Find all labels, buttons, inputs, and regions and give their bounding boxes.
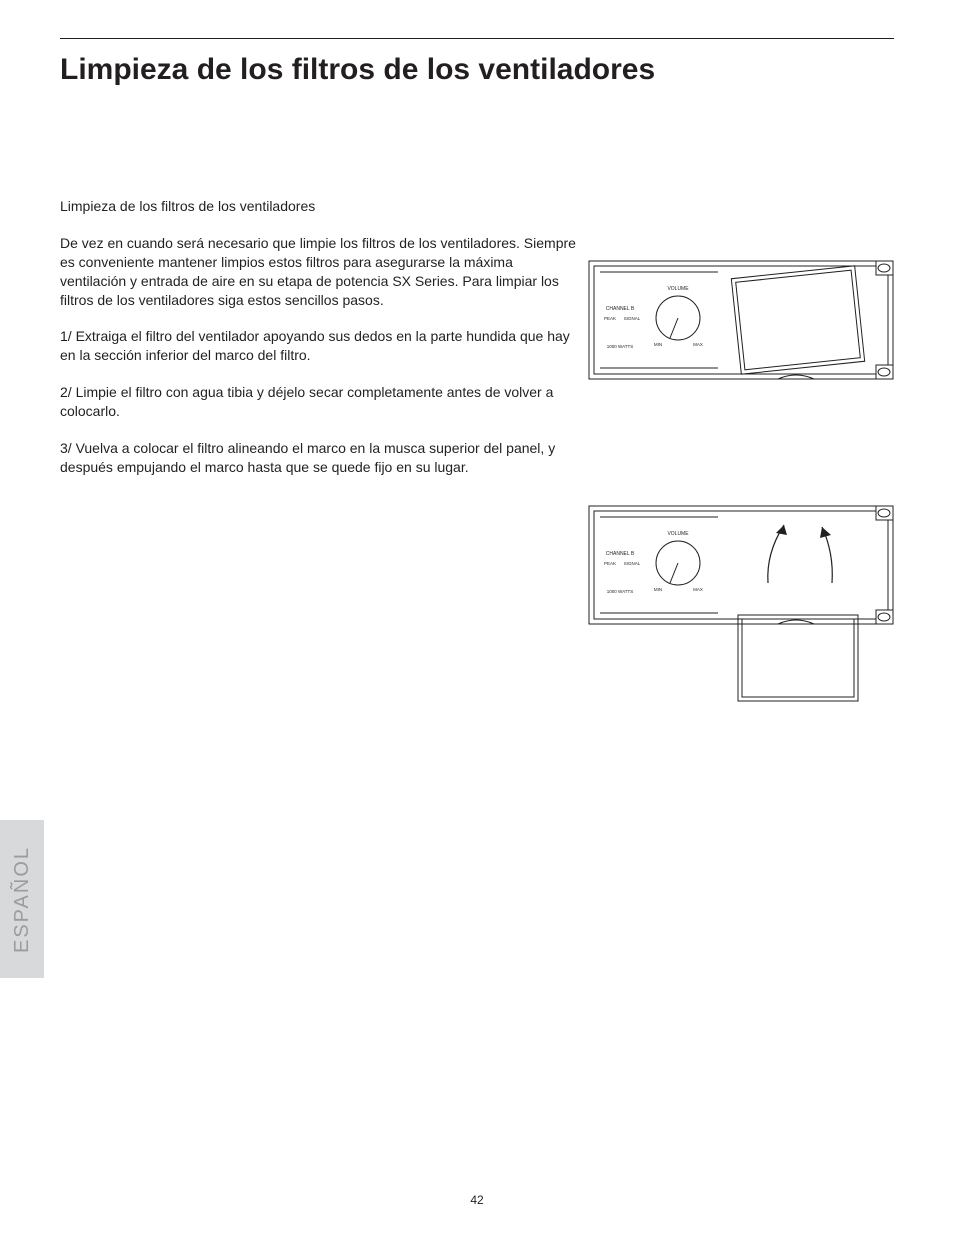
peak-label: PEAK [604, 316, 616, 321]
max-label-2: MAX [693, 587, 703, 592]
step-3: 3/ Vuelva a colocar el filtro alineando … [60, 439, 580, 477]
channel-label: CHANNEL B [606, 306, 635, 312]
language-tab-label: ESPAÑOL [11, 846, 34, 953]
channel-label-2: CHANNEL B [606, 551, 635, 557]
watts-label-2: 1000 WATTS [607, 589, 634, 594]
intro-repeat: Limpieza de los filtros de los ventilado… [60, 197, 580, 216]
step-1: 1/ Extraiga el filtro del ventilador apo… [60, 327, 580, 365]
manual-page: Limpieza de los filtros de los ventilado… [0, 0, 954, 1235]
body-text-column: Limpieza de los filtros de los ventilado… [60, 197, 580, 477]
figure-1-panel-tilted-filter: VOLUME CHANNEL B PEAK SIGNAL 1000 WATTS … [588, 260, 894, 388]
max-label: MAX [693, 342, 703, 347]
intro-paragraph: De vez en cuando será necesario que limp… [60, 234, 580, 310]
min-label-2: MIN [654, 587, 662, 592]
figures-column: VOLUME CHANNEL B PEAK SIGNAL 1000 WATTS … [588, 260, 894, 710]
watts-label: 1000 WATTS [607, 344, 634, 349]
volume-label: VOLUME [667, 286, 689, 292]
min-label: MIN [654, 342, 662, 347]
signal-label-2: SIGNAL [624, 561, 641, 566]
language-tab: ESPAÑOL [0, 820, 44, 978]
top-rule [60, 38, 894, 39]
peak-label-2: PEAK [604, 561, 616, 566]
signal-label: SIGNAL [624, 316, 641, 321]
page-title: Limpieza de los filtros de los ventilado… [60, 53, 894, 87]
volume-label-2: VOLUME [667, 531, 689, 537]
figure-2-panel-filter-reinsert: VOLUME CHANNEL B PEAK SIGNAL 1000 WATTS … [588, 505, 894, 705]
page-number: 42 [0, 1193, 954, 1207]
step-2: 2/ Limpie el filtro con agua tibia y déj… [60, 383, 580, 421]
